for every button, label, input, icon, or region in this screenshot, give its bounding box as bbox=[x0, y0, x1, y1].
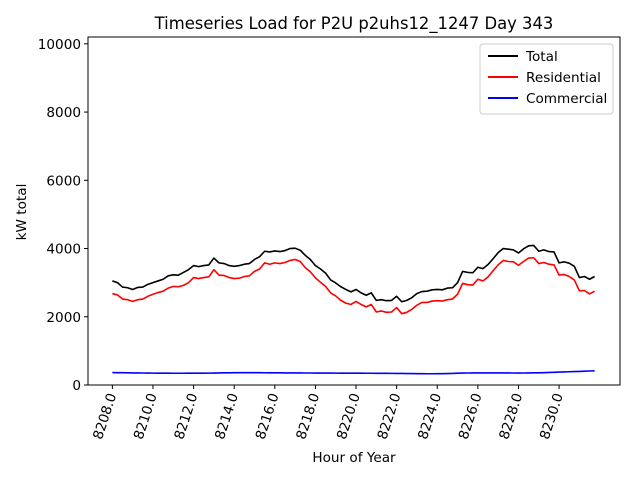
plot-frame bbox=[87, 36, 621, 386]
y-tick-label: 0 bbox=[72, 378, 81, 394]
series-lines bbox=[112, 244, 595, 375]
chart-title: Timeseries Load for P2U p2uhs12_1247 Day… bbox=[154, 14, 554, 34]
series-line-commercial bbox=[112, 370, 595, 375]
y-tick-label: 6000 bbox=[46, 173, 81, 189]
y-axis-label: kW total bbox=[14, 184, 30, 241]
x-axis-label: Hour of Year bbox=[312, 450, 396, 466]
legend-box bbox=[479, 43, 614, 115]
y-tick-label: 2000 bbox=[46, 310, 81, 326]
y-axis-ticks: 0 2000 4000 6000 8000 10000 bbox=[38, 37, 88, 394]
y-tick-label: 8000 bbox=[46, 105, 81, 121]
series-line-total bbox=[112, 244, 595, 303]
legend: Total Residential Commercial bbox=[479, 43, 614, 115]
y-tick-label: 4000 bbox=[46, 242, 81, 258]
legend-label-residential: Residential bbox=[526, 70, 601, 86]
legend-label-total: Total bbox=[525, 49, 558, 65]
legend-label-commercial: Commercial bbox=[526, 91, 607, 107]
y-tick-label: 10000 bbox=[38, 37, 81, 53]
series-line-residential bbox=[112, 256, 595, 315]
